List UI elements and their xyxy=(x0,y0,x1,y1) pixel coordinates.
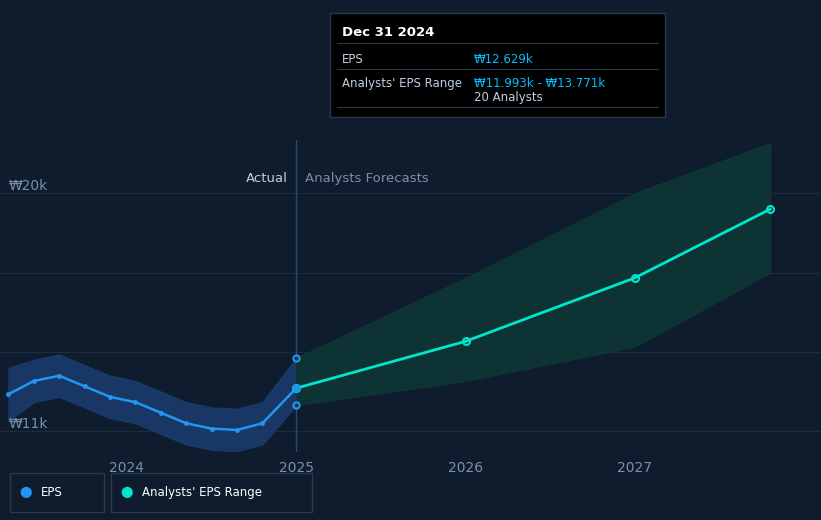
Text: EPS: EPS xyxy=(342,53,363,66)
Text: EPS: EPS xyxy=(41,486,62,499)
Text: Analysts' EPS Range: Analysts' EPS Range xyxy=(342,76,461,89)
Text: ₩12.629k: ₩12.629k xyxy=(474,53,534,66)
Text: ⬤: ⬤ xyxy=(121,487,133,498)
Text: Actual: Actual xyxy=(246,172,288,185)
Text: Dec 31 2024: Dec 31 2024 xyxy=(342,26,434,39)
Text: ₩20k: ₩20k xyxy=(8,179,48,193)
Text: ₩11k: ₩11k xyxy=(8,417,48,431)
Text: ⬤: ⬤ xyxy=(20,487,32,498)
Text: ₩11.993k - ₩13.771k: ₩11.993k - ₩13.771k xyxy=(474,76,605,89)
Text: Analysts' EPS Range: Analysts' EPS Range xyxy=(142,486,262,499)
Text: Analysts Forecasts: Analysts Forecasts xyxy=(305,172,429,185)
Text: 20 Analysts: 20 Analysts xyxy=(474,90,543,103)
